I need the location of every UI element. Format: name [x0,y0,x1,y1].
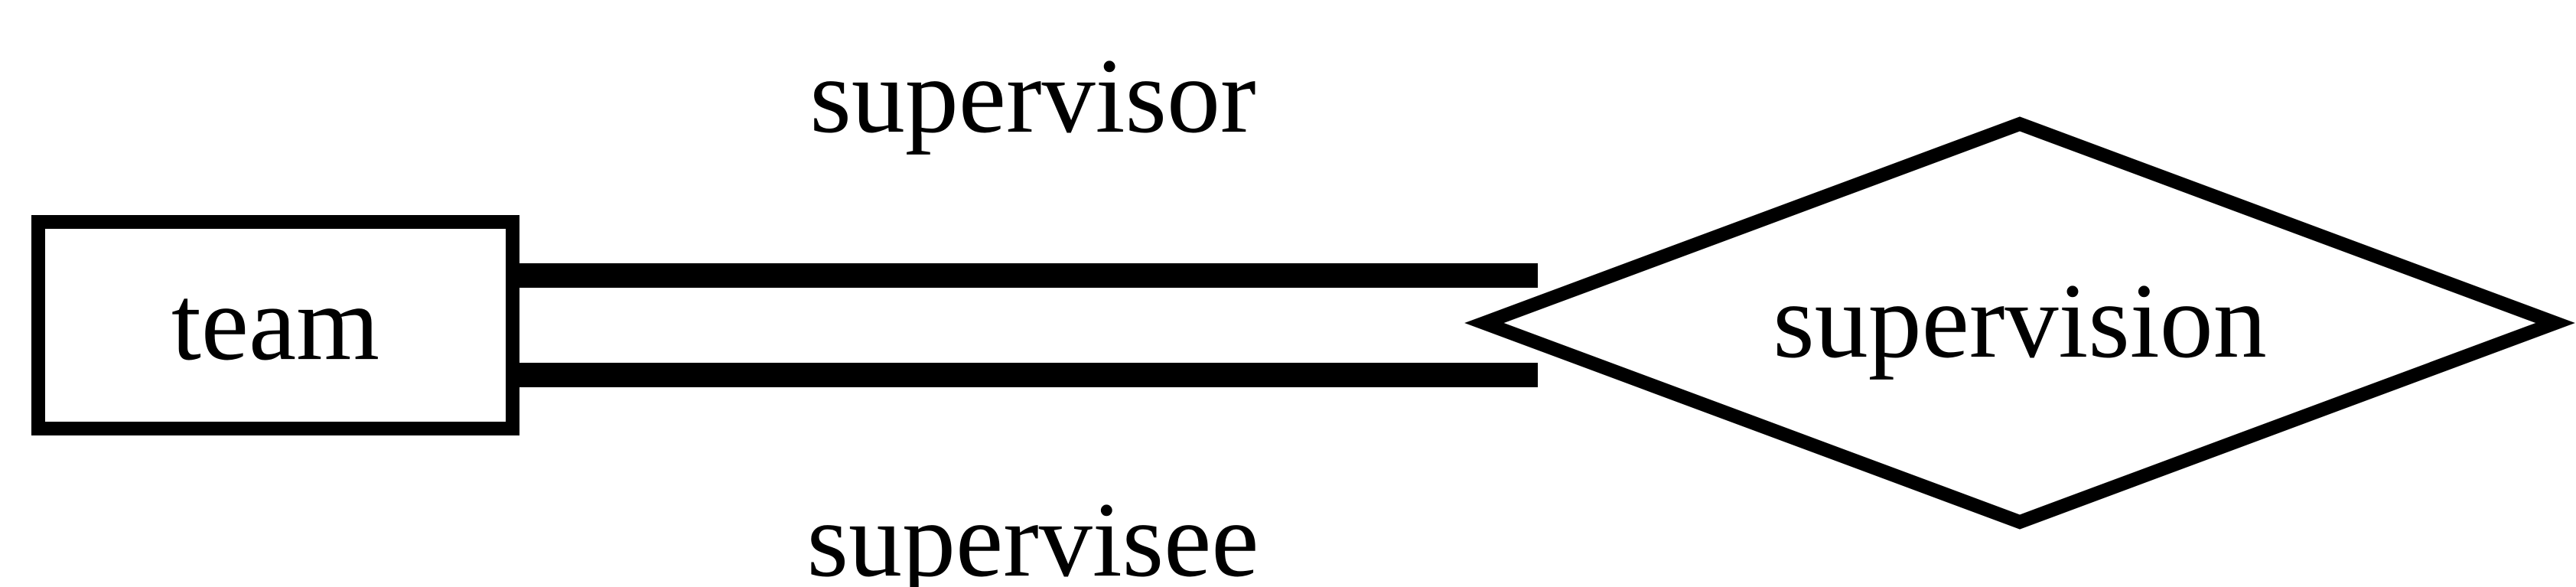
entity-team-label: team [171,264,379,383]
er-diagram: team supervision supervisor supervisee [0,0,2576,587]
relationship-supervision-label: supervision [1773,262,2267,380]
role-label-supervisor: supervisor [809,37,1255,155]
role-label-supervisee: supervisee [807,481,1259,587]
